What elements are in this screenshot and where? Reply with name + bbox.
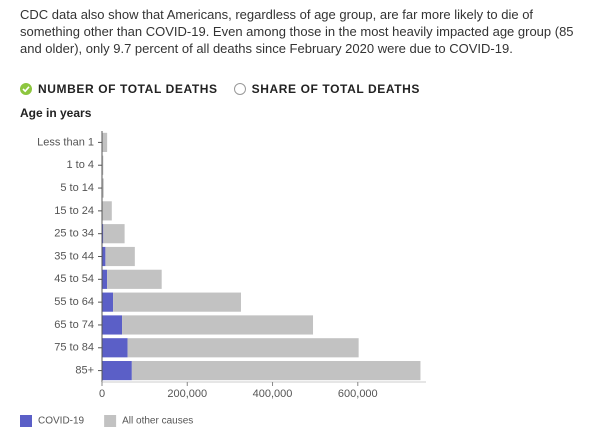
bar-segment bbox=[102, 269, 108, 289]
x-tick-label: 600,000 bbox=[338, 388, 378, 400]
x-tick-label: 200,000 bbox=[167, 388, 207, 400]
bar-segment bbox=[102, 246, 106, 267]
bar-segment bbox=[102, 201, 112, 221]
bar-segment bbox=[122, 315, 314, 335]
bar-segment bbox=[131, 361, 421, 381]
toggle-label[interactable]: SHARE OF TOTAL DEATHS bbox=[251, 82, 421, 96]
intro-text: CDC data also show that Americans, regar… bbox=[20, 7, 574, 56]
axis-title: Age in years bbox=[20, 106, 92, 120]
x-tick-label: 400,000 bbox=[253, 388, 293, 400]
y-tick-label: 15 to 24 bbox=[54, 205, 94, 217]
bar-segment bbox=[102, 338, 128, 358]
toggle-option[interactable]: NUMBER OF TOTAL DEATHS bbox=[20, 82, 218, 96]
x-tick-label: 0 bbox=[99, 388, 105, 400]
y-tick-label: 75 to 84 bbox=[54, 342, 94, 354]
bar-segment bbox=[102, 155, 104, 175]
bar-segment bbox=[103, 224, 125, 244]
bar-segment bbox=[113, 292, 241, 312]
bar-segment bbox=[102, 315, 123, 335]
radio[interactable] bbox=[233, 83, 246, 95]
y-tick-label: 5 to 14 bbox=[60, 182, 94, 194]
legend-swatch bbox=[104, 415, 117, 427]
legend-swatch bbox=[20, 415, 32, 427]
bar-segment bbox=[102, 361, 132, 381]
y-tick-label: 1 to 4 bbox=[66, 159, 94, 171]
bar-segment bbox=[102, 132, 108, 152]
toggle-option[interactable]: SHARE OF TOTAL DEATHS bbox=[233, 82, 421, 96]
y-tick-label: Less than 1 bbox=[37, 136, 94, 148]
bar-segment bbox=[102, 224, 104, 244]
toggle: NUMBER OF TOTAL DEATHS SHARE OF TOTAL DE… bbox=[20, 82, 420, 96]
y-tick-label: 45 to 54 bbox=[54, 273, 94, 285]
y-tick-label: 65 to 74 bbox=[54, 319, 94, 331]
y-tick-label: 35 to 44 bbox=[54, 250, 94, 262]
toggle-label[interactable]: NUMBER OF TOTAL DEATHS bbox=[38, 82, 218, 96]
y-tick-label: 25 to 34 bbox=[54, 228, 94, 240]
y-tick-label: 85+ bbox=[75, 364, 94, 376]
bar-segment bbox=[102, 292, 114, 312]
bar-segment bbox=[107, 269, 162, 289]
legend-label: COVID-19 bbox=[38, 416, 85, 427]
bar-segment bbox=[127, 338, 359, 358]
bar-segment bbox=[102, 178, 104, 198]
y-tick-label: 55 to 64 bbox=[54, 296, 94, 308]
legend-label: All other causes bbox=[122, 416, 193, 427]
bar-segment bbox=[105, 246, 135, 267]
radio[interactable] bbox=[20, 83, 32, 95]
